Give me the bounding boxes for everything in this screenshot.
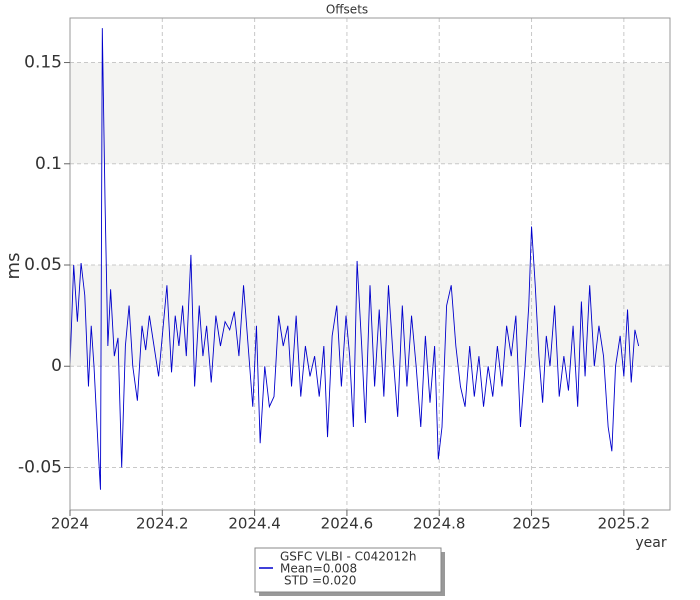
legend-std: STD =0.020 — [284, 574, 356, 588]
x-tick-label: 2024.8 — [413, 515, 466, 533]
x-axis-label: year — [635, 535, 666, 551]
legend-label: GSFC VLBI - C042012h — [280, 550, 416, 564]
y-tick-label: -0.05 — [18, 457, 62, 477]
chart-title: Offsets — [326, 3, 368, 17]
legend-mean: Mean=0.008 — [280, 562, 357, 576]
x-tick-label: 2024 — [51, 515, 89, 533]
x-tick-label: 2024.2 — [136, 515, 189, 533]
grid-band — [70, 62, 670, 164]
x-tick-label: 2024.6 — [321, 515, 374, 533]
x-tick-label: 2025 — [512, 515, 550, 533]
legend: GSFC VLBI - C042012h Mean=0.008 STD =0.0… — [254, 547, 445, 596]
y-tick-label: 0.05 — [24, 255, 62, 275]
plot-frame — [69, 17, 671, 511]
legend-box — [254, 547, 442, 593]
y-tick-label: 0.1 — [35, 154, 62, 174]
x-tick-label: 2024.4 — [228, 515, 281, 533]
data-line — [69, 28, 640, 490]
y-tick-label: 0.15 — [24, 53, 62, 73]
y-axis-label: ms — [3, 253, 24, 280]
y-tick-label: 0 — [51, 356, 62, 376]
x-tick-label: 2025.2 — [598, 515, 651, 533]
